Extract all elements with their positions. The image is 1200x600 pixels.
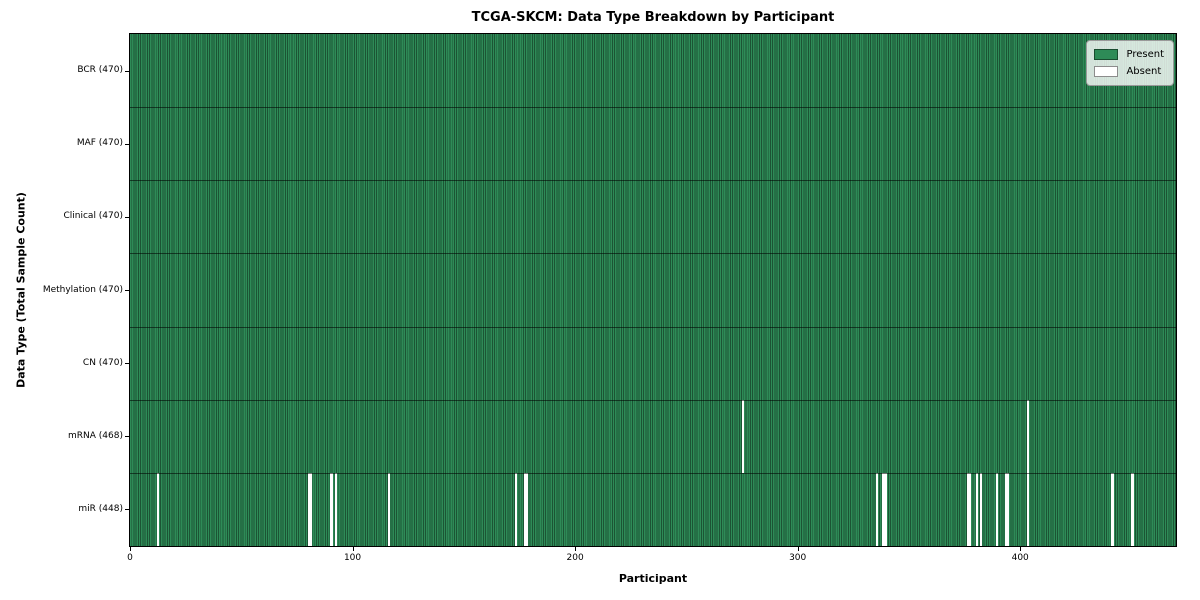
absent-gap bbox=[966, 472, 970, 546]
legend-label-absent: Absent bbox=[1126, 66, 1162, 77]
y-tick-mark bbox=[125, 290, 129, 291]
legend: Present Absent bbox=[1086, 40, 1174, 86]
row-boundary bbox=[130, 399, 1176, 401]
x-tick-mark bbox=[575, 547, 577, 551]
x-tick-label: 200 bbox=[566, 553, 584, 563]
row-mir bbox=[130, 472, 1176, 546]
plot-area: Present Absent bbox=[129, 33, 1177, 547]
row-maf bbox=[130, 107, 1176, 181]
row-boundary bbox=[130, 326, 1176, 328]
legend-label-present: Present bbox=[1126, 49, 1164, 60]
row-methylation bbox=[130, 253, 1176, 327]
y-tick-label: miR (448) bbox=[78, 503, 123, 514]
row-boundary bbox=[130, 253, 1176, 255]
legend-item-present: Present bbox=[1094, 46, 1164, 63]
y-tick-label: mRNA (468) bbox=[68, 430, 123, 441]
x-tick-label: 400 bbox=[1011, 553, 1029, 563]
y-tick-mark bbox=[125, 216, 129, 218]
absent-gap bbox=[1006, 472, 1010, 546]
row-boundary bbox=[130, 107, 1176, 109]
y-tick-mark bbox=[125, 436, 129, 438]
x-tick-label: 300 bbox=[789, 553, 807, 563]
absent-gap bbox=[310, 472, 313, 546]
absent-gap bbox=[526, 472, 529, 546]
absent-gap bbox=[1026, 472, 1030, 546]
absent-gap bbox=[330, 472, 333, 546]
absent-gap bbox=[388, 472, 391, 546]
y-tick-label: Methylation (470) bbox=[42, 284, 123, 295]
x-tick-mark bbox=[797, 547, 799, 551]
absent-gap bbox=[882, 472, 885, 546]
absent-gap bbox=[1026, 399, 1030, 473]
row-mrna bbox=[130, 399, 1176, 473]
absent-gap bbox=[156, 472, 159, 546]
y-tick-label: MAF (470) bbox=[76, 138, 123, 149]
absent-gap bbox=[308, 472, 311, 546]
absent-gap bbox=[884, 472, 887, 546]
chart-title: TCGA-SKCM: Data Type Breakdown by Partic… bbox=[471, 10, 835, 25]
absent-gap bbox=[980, 472, 983, 546]
row-boundary bbox=[130, 472, 1176, 474]
y-tick-label: BCR (470) bbox=[77, 65, 123, 76]
absent-gap bbox=[1111, 472, 1114, 546]
x-axis-label: Participant bbox=[618, 572, 688, 585]
x-tick-mark bbox=[130, 547, 131, 551]
y-tick-mark bbox=[125, 143, 129, 145]
y-tick-label: Clinical (470) bbox=[63, 211, 123, 222]
x-tick-label: 100 bbox=[343, 553, 362, 563]
row-boundary bbox=[130, 180, 1176, 182]
absent-gap bbox=[969, 472, 972, 546]
row-bcr bbox=[130, 34, 1176, 108]
present-swatch bbox=[1094, 49, 1119, 60]
y-tick-mark bbox=[125, 363, 129, 365]
absent-swatch bbox=[1094, 66, 1119, 77]
x-tick-label: 0 bbox=[127, 553, 133, 563]
absent-gap bbox=[975, 472, 978, 546]
absent-gap bbox=[515, 472, 518, 546]
absent-gap bbox=[334, 472, 337, 546]
row-clinical bbox=[130, 180, 1176, 254]
y-tick-mark bbox=[125, 509, 129, 511]
y-tick-label: CN (470) bbox=[82, 357, 123, 368]
y-tick-mark bbox=[125, 70, 129, 72]
absent-gap bbox=[875, 472, 878, 546]
legend-item-absent: Absent bbox=[1094, 63, 1164, 80]
row-cn bbox=[130, 326, 1176, 400]
absent-gap bbox=[1004, 472, 1007, 546]
absent-gap bbox=[523, 472, 527, 546]
absent-gap bbox=[995, 472, 998, 546]
x-tick-mark bbox=[1020, 547, 1022, 551]
x-tick-mark bbox=[352, 547, 354, 551]
absent-gap bbox=[1131, 472, 1134, 546]
absent-gap bbox=[742, 399, 745, 473]
